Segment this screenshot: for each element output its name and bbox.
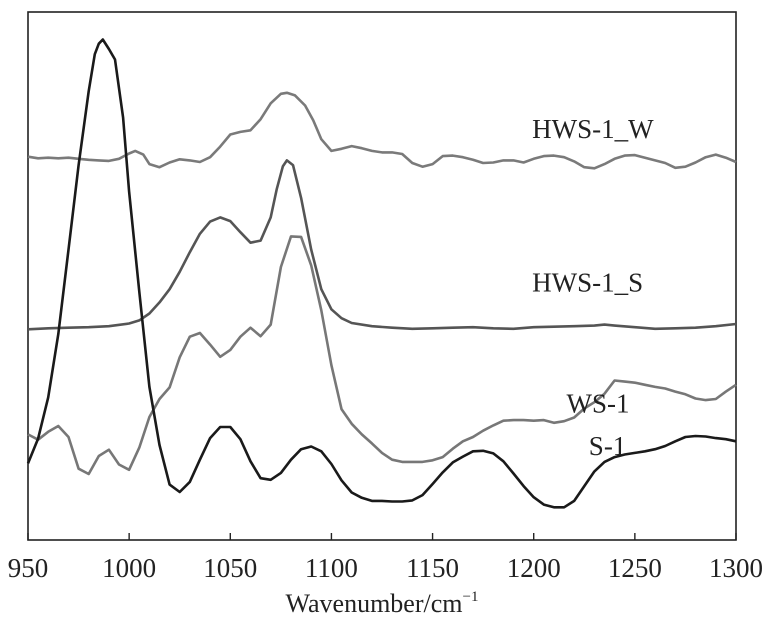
x-axis-title: Wavenumber/cm−1: [286, 589, 479, 618]
x-tick-label-1200: 1200: [507, 553, 561, 583]
plot-frame: [27, 11, 737, 541]
x-axis-title-main: Wavenumber/cm: [286, 589, 463, 618]
series-label-hws-1-w: HWS-1_W: [532, 114, 654, 144]
series-line-hws-1-s: [27, 159, 737, 331]
x-axis-ticks: 950 1000 1050 1100 1150 1200 1250 1300: [8, 533, 763, 583]
x-tick-label-1100: 1100: [305, 553, 358, 583]
series-line-hws-1-w: [27, 91, 737, 170]
x-axis-title-superscript: −1: [462, 589, 478, 605]
series-label-s-1: S-1: [589, 431, 627, 461]
x-tick-label-1250: 1250: [608, 553, 662, 583]
x-tick-label-1000: 1000: [102, 553, 156, 583]
series-line-s-1: [26, 38, 737, 509]
x-tick-label-1300: 1300: [709, 553, 763, 583]
series-labels: HWS-1_W HWS-1_S WS-1 S-1: [532, 114, 654, 461]
x-tick-label-1150: 1150: [406, 553, 459, 583]
series-label-hws-1-s: HWS-1_S: [532, 267, 643, 297]
series-label-ws-1: WS-1: [567, 389, 630, 419]
series-line-ws-1: [27, 235, 737, 476]
series-layer: [26, 38, 737, 509]
x-tick-label-1050: 1050: [203, 553, 257, 583]
x-tick-label-950: 950: [8, 553, 49, 583]
